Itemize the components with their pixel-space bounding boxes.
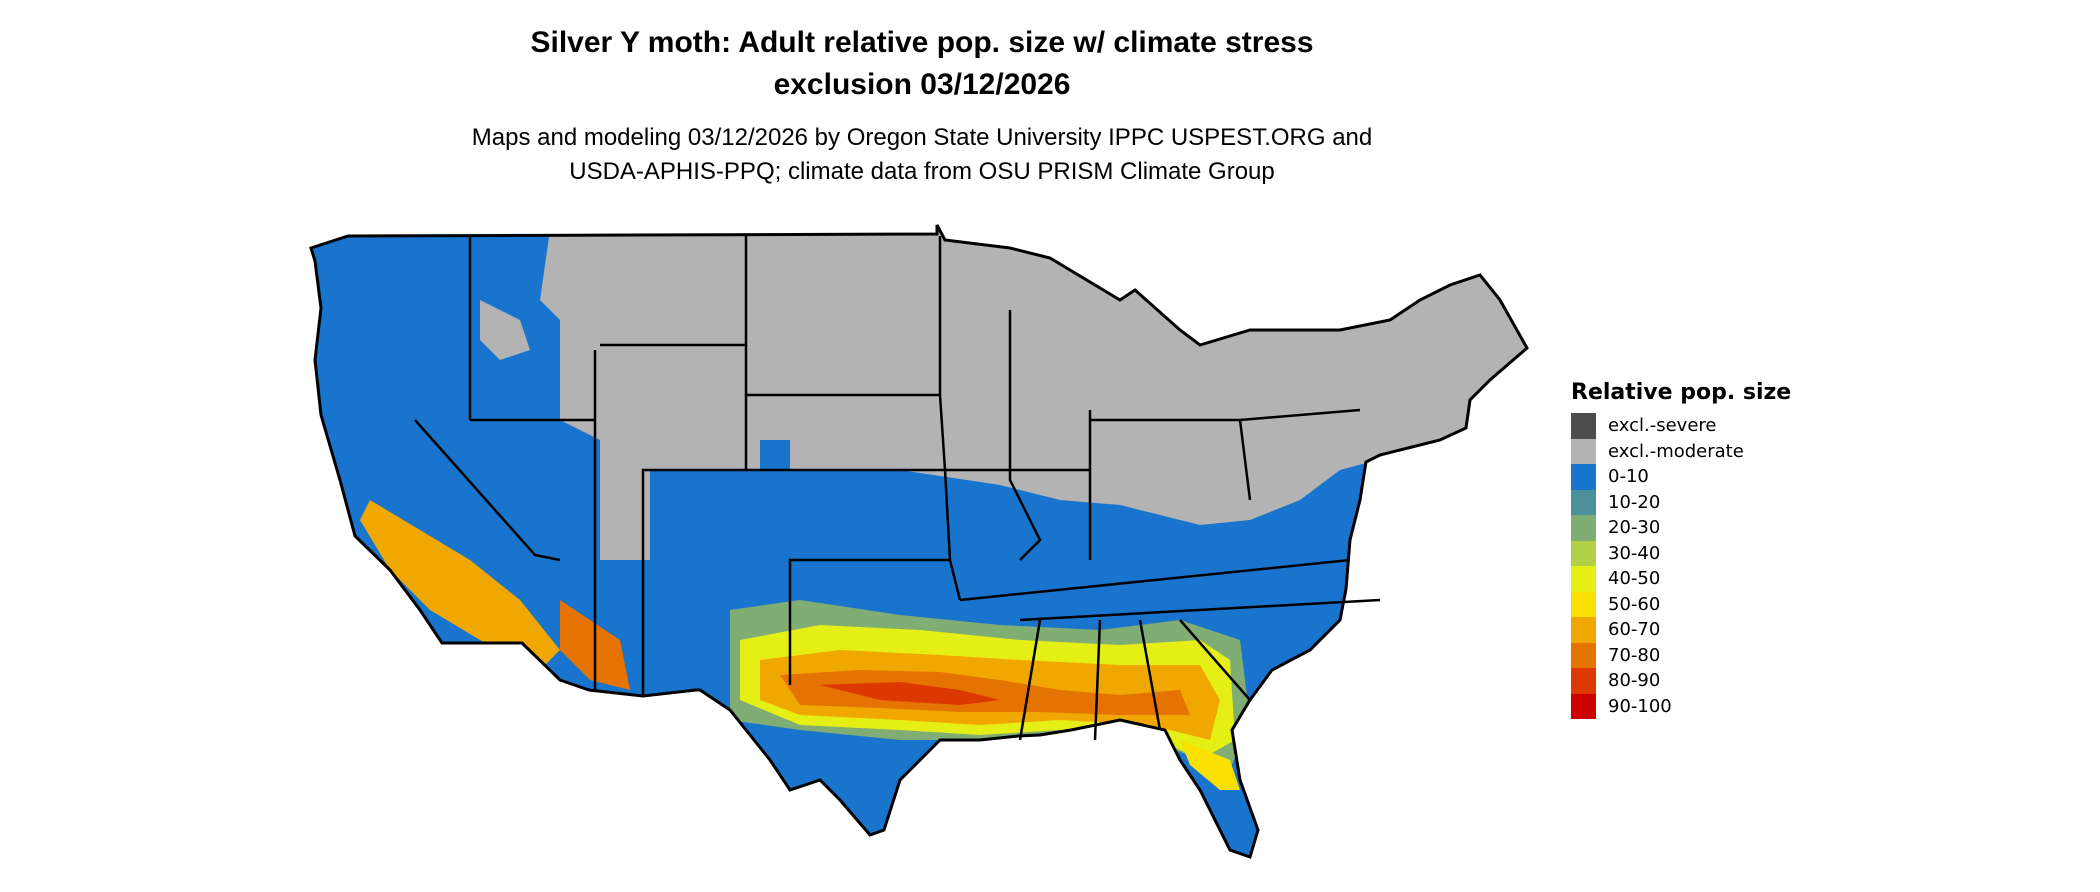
- legend-item: 30-40: [1571, 540, 1791, 566]
- legend-swatch: [1571, 515, 1596, 541]
- region-70-80: [780, 670, 1190, 715]
- state-border: [959, 558, 1351, 602]
- region-60-70-california: [360, 500, 560, 670]
- state-border: [1008, 310, 1042, 561]
- state-border: [788, 558, 950, 685]
- legend-swatch: [1571, 489, 1596, 515]
- legend-label: 30-40: [1608, 542, 1661, 564]
- map-title-line1: Silver Y moth: Adult relative pop. size …: [530, 26, 1314, 59]
- legend-item: excl.-moderate: [1571, 438, 1791, 464]
- legend-label: 50-60: [1608, 593, 1661, 615]
- legend-swatch: [1571, 566, 1596, 592]
- legend-item: 80-90: [1571, 668, 1791, 694]
- state-border: [1019, 598, 1381, 622]
- legend-swatch: [1571, 540, 1596, 566]
- legend-item: 50-60: [1571, 591, 1791, 617]
- legend-swatch: [1571, 464, 1596, 490]
- legend-label: 70-80: [1608, 644, 1661, 666]
- state-border: [1239, 408, 1361, 422]
- state-border: [414, 419, 561, 562]
- legend-swatch: [1571, 693, 1596, 719]
- legend-item: 60-70: [1571, 617, 1791, 643]
- legend-label: excl.-moderate: [1608, 440, 1744, 462]
- state-border: [1018, 619, 1042, 741]
- state-border: [641, 345, 748, 696]
- legend-item: 20-30: [1571, 515, 1791, 541]
- legend-swatch: [1571, 668, 1596, 694]
- legend-label: 90-100: [1608, 695, 1672, 717]
- legend-item: 10-20: [1571, 489, 1791, 515]
- map-title-line2: exclusion 03/12/2026: [773, 68, 1071, 101]
- legend-item: 70-80: [1571, 642, 1791, 668]
- map-subtitle-line1: Maps and modeling 03/12/2026 by Oregon S…: [471, 124, 1373, 151]
- legend-label: 60-70: [1608, 619, 1661, 641]
- legend-item: 90-100: [1571, 693, 1791, 719]
- legend-label: 40-50: [1608, 568, 1661, 590]
- legend-swatch: [1571, 642, 1596, 668]
- legend-label: 80-90: [1608, 670, 1661, 692]
- state-border: [938, 394, 962, 601]
- map-subtitle-line2: USDA-APHIS-PPQ; climate data from OSU PR…: [569, 158, 1275, 185]
- legend-swatch: [1571, 591, 1596, 617]
- state-border: [1093, 619, 1102, 741]
- state-border: [1138, 619, 1162, 731]
- legend-title: Relative pop. size: [1571, 380, 1792, 405]
- legend-swatch: [1571, 438, 1596, 464]
- region-excl-moderate-patch: [680, 330, 760, 400]
- legend-label: excl.-severe: [1608, 415, 1717, 437]
- legend-label: 0-10: [1608, 466, 1649, 488]
- legend-label: 20-30: [1608, 517, 1661, 539]
- state-border: [1179, 619, 1251, 701]
- region-50-60-florida: [1180, 740, 1240, 790]
- region-excl-moderate-patch: [480, 300, 530, 360]
- legend-swatch: [1571, 617, 1596, 643]
- legend-swatch: [1571, 413, 1596, 439]
- legend-item: 40-50: [1571, 566, 1791, 592]
- legend: Relative pop. size excl.-severe excl.-mod…: [1571, 380, 1791, 719]
- legend-label: 10-20: [1608, 491, 1661, 513]
- legend-item: excl.-severe: [1571, 413, 1791, 439]
- region-80-90: [820, 682, 1000, 705]
- legend-item: 0-10: [1571, 464, 1791, 490]
